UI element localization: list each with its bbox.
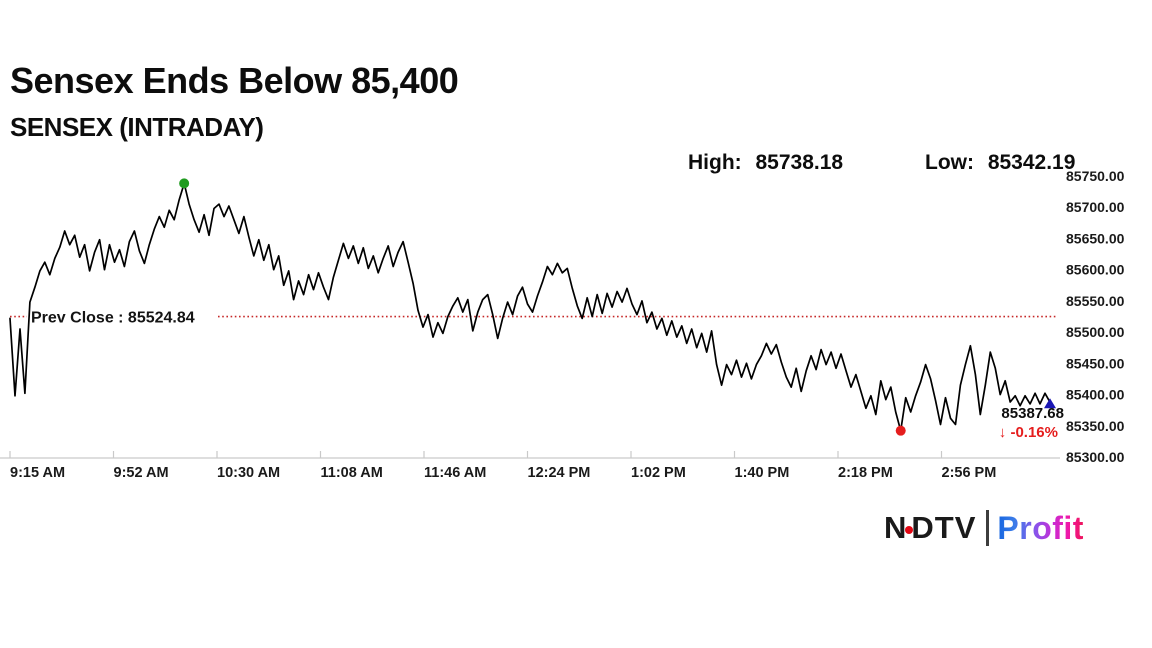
x-axis-label: 11:46 AM	[424, 465, 486, 481]
high-label: High:	[688, 151, 742, 174]
ndtv-letters-dtv: DTV	[911, 510, 977, 545]
y-axis-label: 85300.00	[1066, 449, 1125, 465]
ndtv-profit-logo: N DTV Profit	[884, 506, 1084, 550]
x-axis-label: 1:40 PM	[735, 465, 790, 481]
y-axis-label: 85650.00	[1066, 230, 1125, 246]
last-marker	[1044, 398, 1056, 409]
page-title: Sensex Ends Below 85,400	[10, 60, 459, 101]
chart-subtitle: SENSEX (INTRADAY)	[10, 112, 264, 142]
x-axis-label: 11:08 AM	[321, 465, 383, 481]
ndtv-letter-n: N	[884, 510, 908, 545]
y-axis-label: 85600.00	[1066, 262, 1125, 278]
x-axis-label: 12:24 PM	[528, 465, 591, 481]
x-axis-label: 2:56 PM	[942, 465, 997, 481]
low-value: 85342.19	[987, 151, 1076, 174]
high-stat: High: 85738.18	[688, 151, 843, 175]
y-axis-label: 85500.00	[1066, 324, 1125, 340]
x-axis-label: 2:18 PM	[838, 465, 893, 481]
y-axis-label: 85700.00	[1066, 199, 1125, 215]
change-label: ↓ -0.16%	[999, 424, 1058, 441]
y-axis-label: 85750.00	[1066, 168, 1125, 184]
x-axis-label: 9:52 AM	[114, 465, 169, 481]
x-axis-label: 1:02 PM	[631, 465, 686, 481]
low-marker	[895, 425, 906, 436]
y-axis-label: 85450.00	[1066, 355, 1125, 371]
price-line	[9, 182, 1051, 432]
y-axis-label: 85400.00	[1066, 387, 1125, 403]
last-price-label: 85387.68	[1001, 405, 1064, 422]
high-marker	[179, 178, 190, 189]
prev-close-label: Prev Close : 85524.84	[31, 310, 195, 327]
y-axis-label: 85550.00	[1066, 293, 1125, 309]
low-stat: Low: 85342.19	[925, 151, 1075, 175]
ndtv-wordmark: N DTV	[884, 510, 976, 546]
ndtv-red-dot-icon	[905, 526, 914, 534]
x-axis-label: 10:30 AM	[217, 465, 280, 481]
logo-separator	[986, 510, 990, 546]
high-value: 85738.18	[755, 151, 844, 174]
x-axis-label: 9:15 AM	[10, 465, 65, 481]
low-label: Low:	[925, 151, 974, 174]
y-axis-label: 85350.00	[1066, 418, 1125, 434]
profit-wordmark: Profit	[997, 509, 1084, 546]
